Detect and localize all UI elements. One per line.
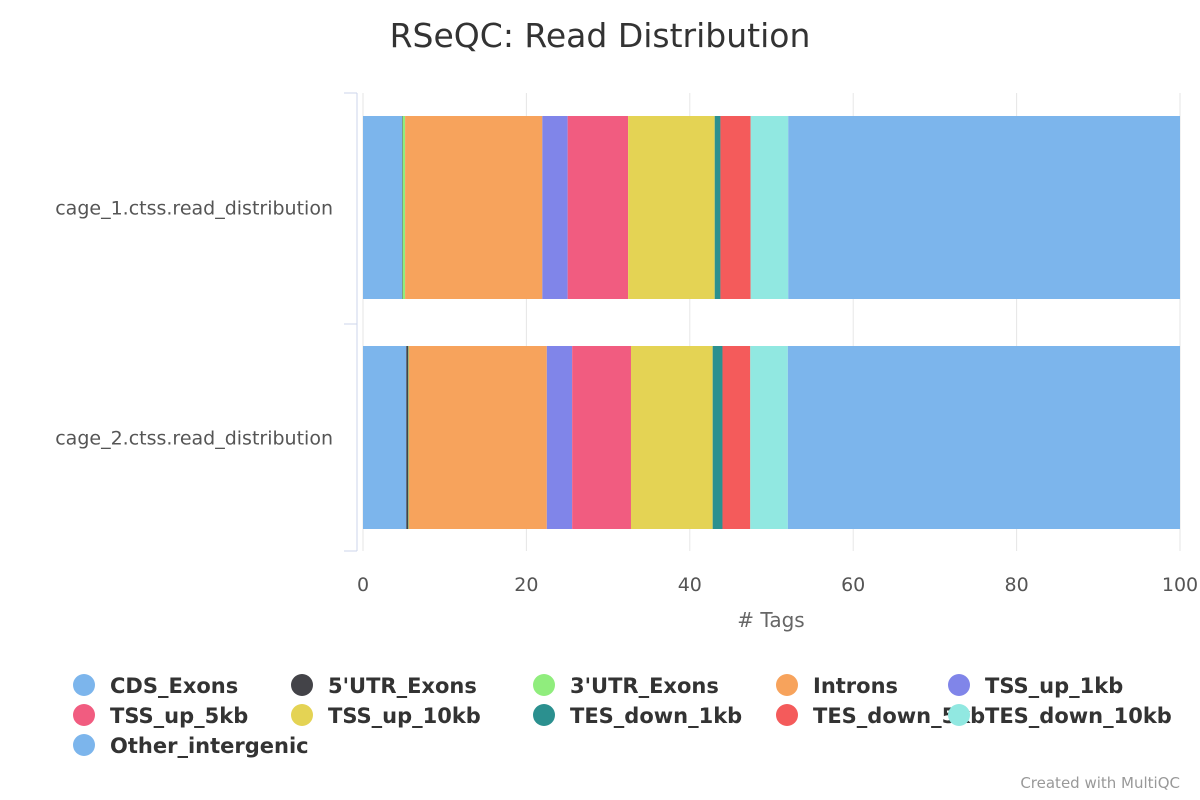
x-tick-label: 40 xyxy=(678,574,702,596)
legend-swatch xyxy=(533,704,555,726)
legend-item-3-utr-exons[interactable]: 3'UTR_Exons xyxy=(533,674,719,698)
legend-swatch xyxy=(533,674,555,696)
legend-label: CDS_Exons xyxy=(110,674,238,698)
bar-segment-tss-up-10kb[interactable] xyxy=(628,116,715,299)
x-tick-label: 60 xyxy=(841,574,865,596)
bar-segment-introns[interactable] xyxy=(408,346,547,529)
legend-swatch xyxy=(73,734,95,756)
bar-segment-cds-exons[interactable] xyxy=(363,346,407,529)
legend-label: TSS_up_1kb xyxy=(985,674,1123,698)
bar-segment-tss-up-5kb[interactable] xyxy=(572,346,631,529)
bar-segment-tes-down-1kb[interactable] xyxy=(714,116,721,299)
bar-segment-other-intergenic[interactable] xyxy=(788,116,1180,299)
bars-layer xyxy=(363,116,1180,529)
bar-segment-5-utr-exons[interactable] xyxy=(406,346,409,529)
legend-label: Introns xyxy=(813,674,898,698)
legend-item-tes-down-10kb[interactable]: TES_down_10kb xyxy=(948,704,1172,728)
axis-layer: cage_1.ctss.read_distribution cage_2.ctss… xyxy=(55,92,1198,596)
x-axis-title: # Tags xyxy=(737,608,804,632)
legend-label: TSS_up_5kb xyxy=(110,704,248,728)
legend-item-tss-up-1kb[interactable]: TSS_up_1kb xyxy=(948,674,1123,698)
legend-swatch xyxy=(948,704,970,726)
legend-swatch xyxy=(73,704,95,726)
legend-item-tss-up-5kb[interactable]: TSS_up_5kb xyxy=(73,704,248,728)
bar-segment-tes-down-5kb[interactable] xyxy=(720,116,751,299)
legend-item-tss-up-10kb[interactable]: TSS_up_10kb xyxy=(291,704,481,728)
bar-segment-tss-up-5kb[interactable] xyxy=(567,116,629,299)
legend-swatch xyxy=(291,704,313,726)
legend-item-other-intergenic[interactable]: Other_intergenic xyxy=(73,734,309,758)
x-tick-label: 20 xyxy=(514,574,538,596)
bar-segment-tes-down-10kb[interactable] xyxy=(750,346,788,529)
legend-swatch xyxy=(776,704,798,726)
legend: CDS_Exons 5'UTR_Exons 3'UTR_Exons Introns TS… xyxy=(73,674,1172,758)
x-tick-label: 0 xyxy=(357,574,369,596)
legend-swatch xyxy=(776,674,798,696)
bar-segment-tes-down-5kb[interactable] xyxy=(722,346,751,529)
legend-item-5-utr-exons[interactable]: 5'UTR_Exons xyxy=(291,674,477,698)
legend-label: 5'UTR_Exons xyxy=(328,674,477,698)
legend-swatch xyxy=(73,674,95,696)
legend-item-tes-down-1kb[interactable]: TES_down_1kb xyxy=(533,704,742,728)
legend-item-cds-exons[interactable]: CDS_Exons xyxy=(73,674,238,698)
category-label: cage_1.ctss.read_distribution xyxy=(55,198,333,220)
bar-segment-tss-up-10kb[interactable] xyxy=(630,346,713,529)
bar-segment-3-utr-exons[interactable] xyxy=(402,116,406,299)
bar-segment-tss-up-1kb[interactable] xyxy=(542,116,568,299)
legend-label: 3'UTR_Exons xyxy=(570,674,719,698)
x-tick-label: 80 xyxy=(1005,574,1029,596)
x-tick-label: 100 xyxy=(1162,574,1198,596)
bar-segment-other-intergenic[interactable] xyxy=(787,346,1180,529)
bar-segment-introns[interactable] xyxy=(405,116,543,299)
bar-segment-tes-down-1kb[interactable] xyxy=(712,346,723,529)
legend-label: TSS_up_10kb xyxy=(328,704,481,728)
legend-label: TES_down_1kb xyxy=(570,704,742,728)
legend-label: Other_intergenic xyxy=(110,734,309,758)
bar-segment-cds-exons[interactable] xyxy=(363,116,403,299)
legend-label: TES_down_10kb xyxy=(985,704,1172,728)
bar-segment-tes-down-10kb[interactable] xyxy=(750,116,789,299)
credit-text[interactable]: Created with MultiQC xyxy=(1020,774,1180,792)
legend-swatch xyxy=(948,674,970,696)
legend-item-introns[interactable]: Introns xyxy=(776,674,898,698)
bar-segment-tss-up-1kb[interactable] xyxy=(546,346,573,529)
legend-swatch xyxy=(291,674,313,696)
chart-title: RSeQC: Read Distribution xyxy=(390,16,811,55)
category-label: cage_2.ctss.read_distribution xyxy=(55,428,333,450)
